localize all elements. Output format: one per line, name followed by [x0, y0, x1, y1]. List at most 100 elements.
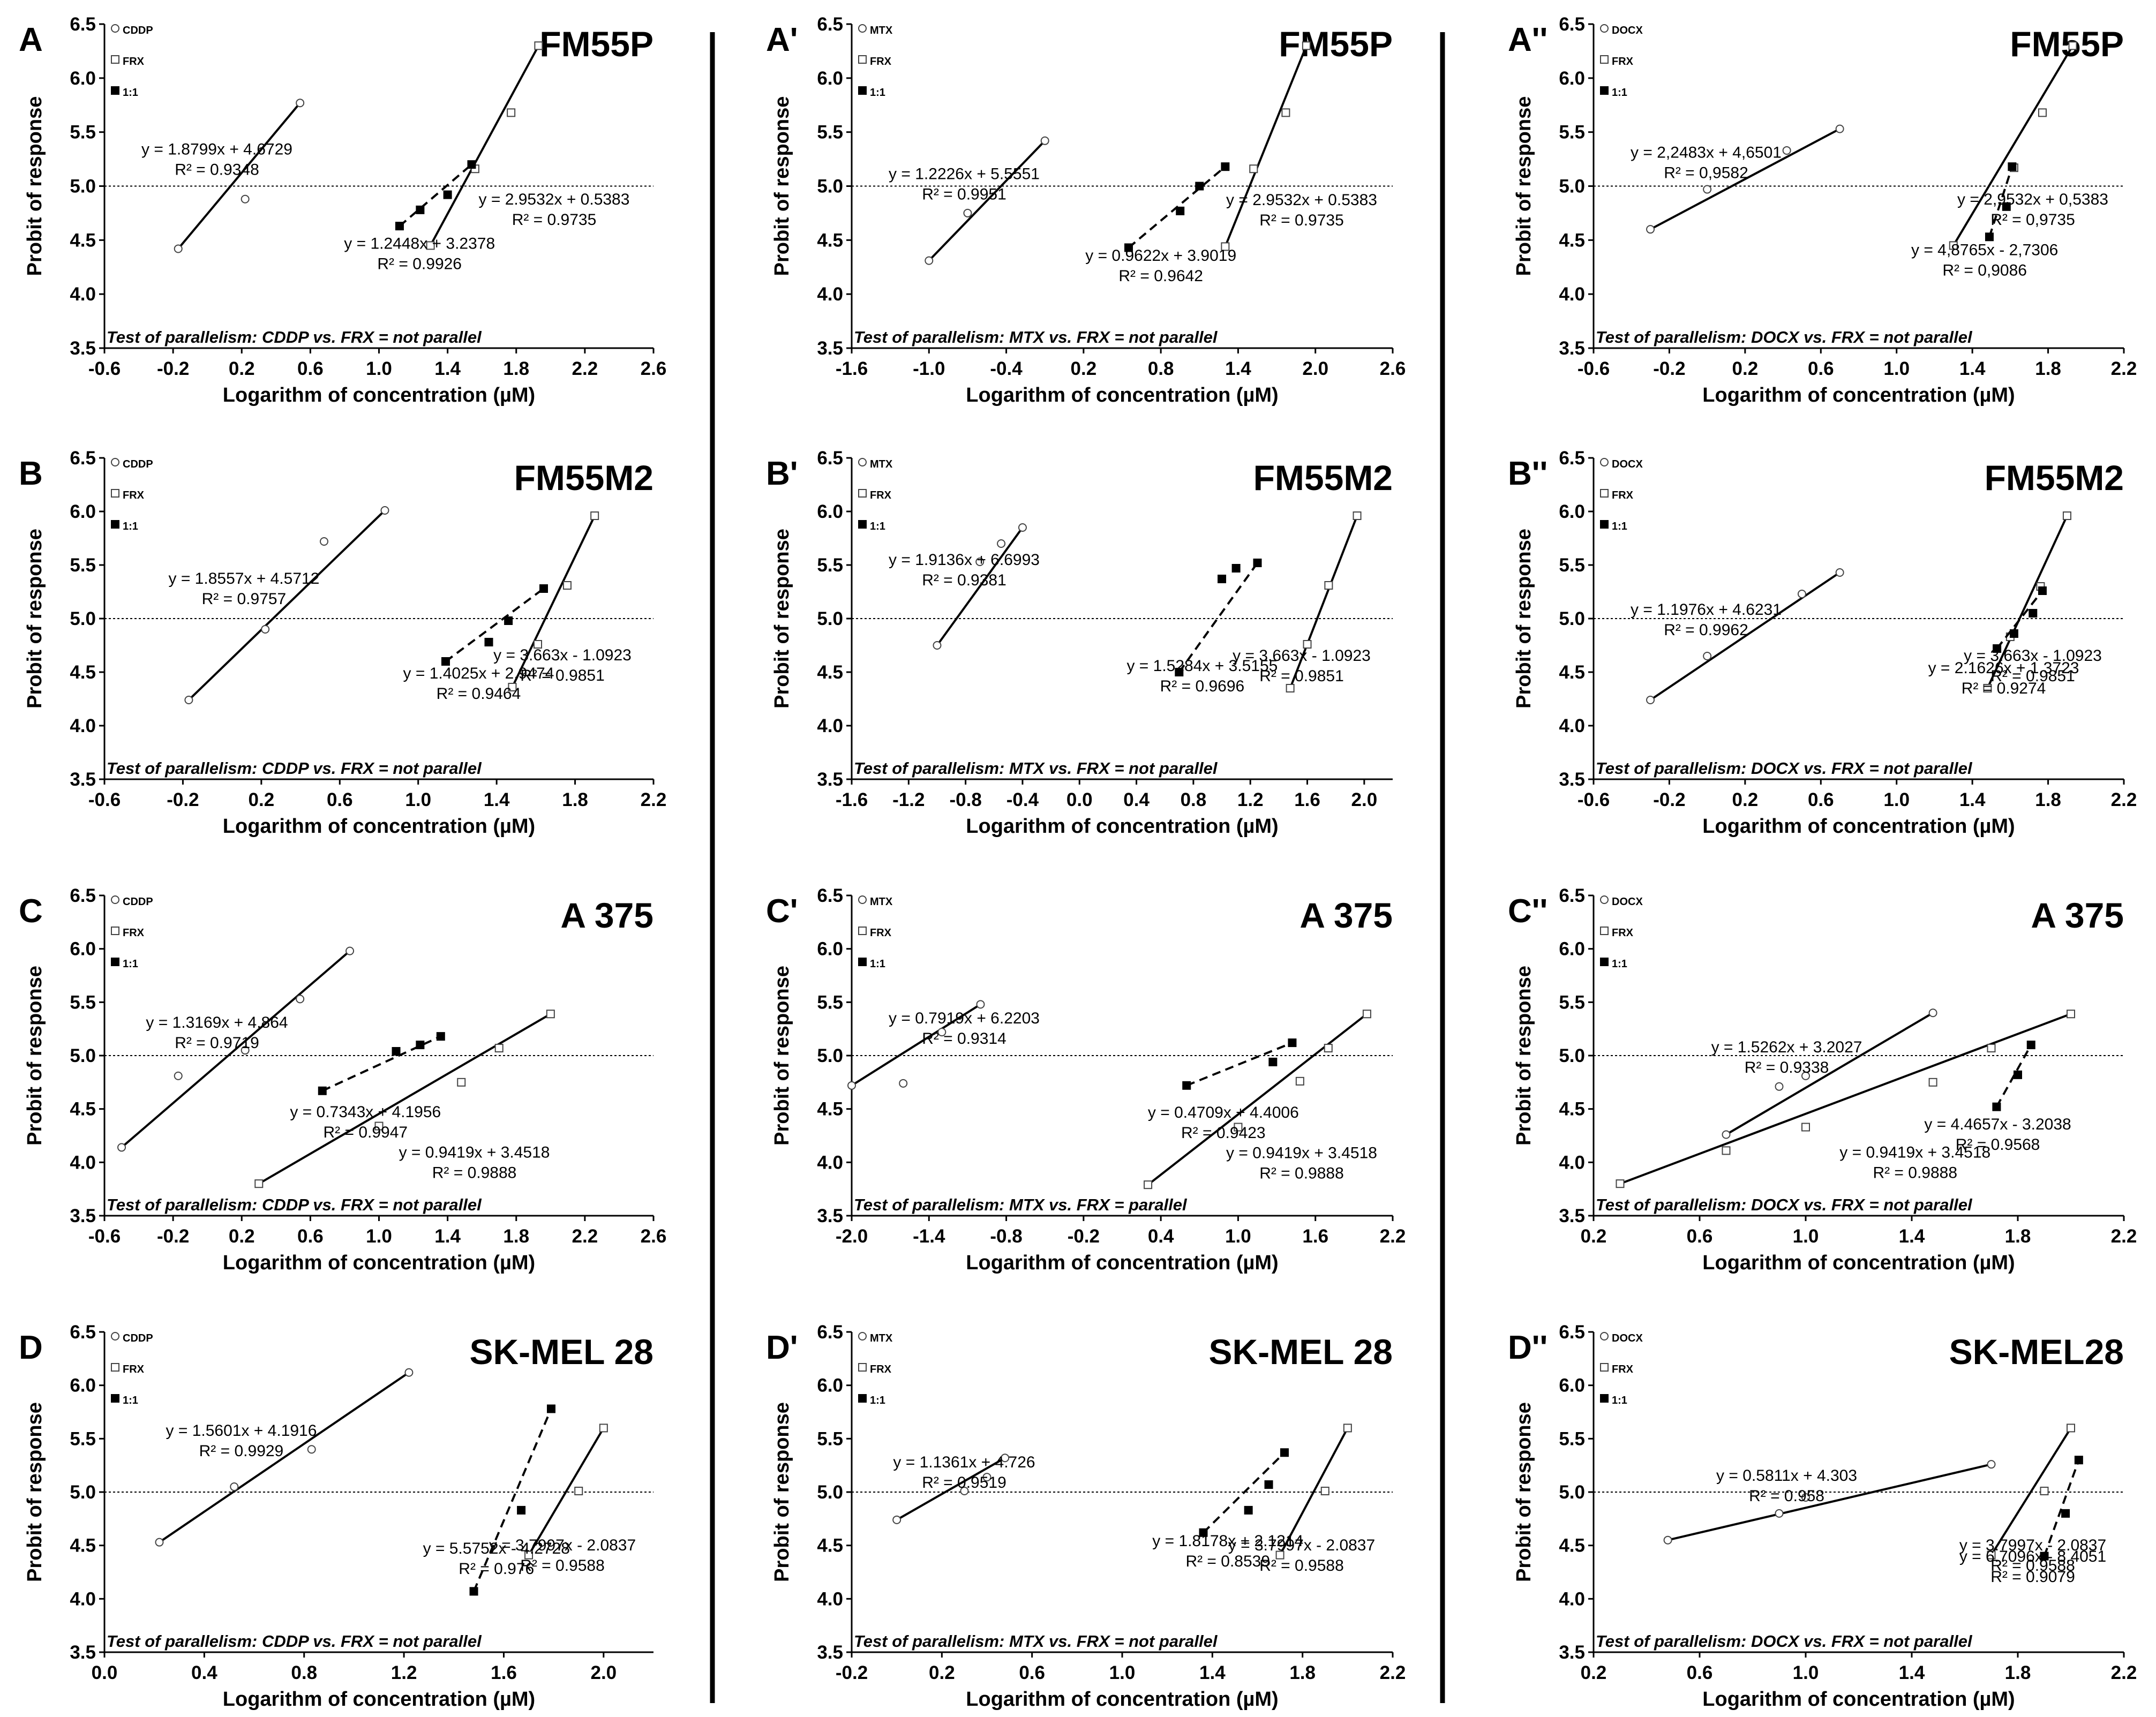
data-point: [574, 1487, 583, 1496]
y-tick-label: 4.0: [1559, 716, 1585, 736]
data-point: [426, 241, 435, 250]
y-tick-label: 4.0: [70, 284, 96, 305]
data-point: [546, 1010, 555, 1019]
x-tick-label: 0.2: [229, 1226, 255, 1247]
y-axis-title: Probit of response: [771, 1402, 793, 1582]
y-tick-label: 6.0: [817, 939, 843, 960]
data-point: [457, 1078, 466, 1087]
data-point: [1303, 640, 1312, 649]
y-tick-label: 6.5: [1559, 885, 1585, 906]
x-tick-label: 2.0: [1351, 789, 1378, 810]
equation-label: y = 0.7343x + 4.1956: [290, 1103, 441, 1121]
x-tick-label: 2.2: [2111, 358, 2137, 379]
data-point: [1343, 1424, 1352, 1433]
y-tick-label: 5.0: [70, 608, 96, 629]
legend-label: FRX: [870, 56, 892, 67]
r-squared-label: R² = 0.9757: [202, 590, 287, 608]
y-tick-label: 4.0: [817, 1152, 843, 1173]
equation-label: y = 0.4709x + 4.4006: [1148, 1104, 1299, 1121]
data-point: [1234, 1123, 1243, 1132]
r-squared-label: R² = 0.9851: [1259, 667, 1344, 685]
y-tick-label: 4.5: [1559, 662, 1585, 683]
data-point: [997, 539, 1006, 548]
data-point: [1703, 185, 1712, 194]
data-point: [892, 1515, 902, 1524]
r-squared-label: R² = 0.8539: [1185, 1553, 1270, 1570]
panel-label: D': [766, 1329, 798, 1366]
panel-title: FM55M2: [1253, 458, 1393, 498]
data-point: [155, 1538, 164, 1547]
y-tick-label: 6.0: [1559, 1375, 1585, 1396]
data-point: [1281, 108, 1290, 117]
legend-label: 1:1: [1612, 958, 1627, 970]
data-point: [1362, 1010, 1371, 1019]
data-point: [345, 946, 355, 955]
regression-line: [1988, 166, 2014, 237]
equation-label: y = 2.9532x + 0.5383: [1226, 191, 1377, 209]
regression-line: [1986, 515, 2068, 689]
legend-marker-filled: [858, 1394, 867, 1403]
x-tick-label: 1.0: [1109, 1662, 1136, 1683]
x-tick-label: 0.2: [249, 789, 275, 810]
x-tick-label: 1.0: [1793, 1226, 1819, 1247]
y-tick-label: 6.5: [817, 448, 843, 469]
data-point: [1221, 242, 1230, 251]
regression-line: [321, 1035, 441, 1092]
y-tick-label: 4.0: [817, 1588, 843, 1609]
y-tick-label: 6.0: [817, 1375, 843, 1396]
legend-label: DOCX: [1612, 458, 1643, 470]
legend-label: FRX: [123, 927, 145, 939]
y-tick-label: 5.0: [70, 1045, 96, 1066]
legend-marker-circle: [111, 458, 119, 466]
regression-line: [851, 1003, 981, 1087]
y-tick-label: 5.5: [817, 555, 843, 576]
data-point: [2061, 1509, 2070, 1518]
legend-marker-square: [111, 489, 119, 498]
y-tick-label: 4.5: [1559, 1099, 1585, 1120]
equation-label: y = 3.7997x - 2.0837: [489, 1537, 636, 1554]
legend-label: 1:1: [870, 1395, 885, 1406]
data-point: [1992, 1102, 2001, 1111]
y-tick-label: 6.0: [817, 501, 843, 522]
data-point: [1302, 41, 1311, 50]
panel-label: B'': [1508, 455, 1547, 492]
legend-label: FRX: [123, 490, 145, 501]
x-tick-label: 0.8: [1181, 789, 1207, 810]
legend-marker-circle: [111, 24, 119, 33]
x-tick-label: -0.4: [990, 358, 1023, 379]
y-tick-label: 5.5: [1559, 122, 1585, 143]
data-point: [2029, 609, 2038, 617]
data-point: [2009, 629, 2018, 638]
y-tick-label: 5.0: [817, 608, 843, 629]
legend-marker-square: [858, 1363, 867, 1372]
data-point: [937, 1028, 946, 1037]
equation-label: y = 1.1361x + 4.726: [893, 1454, 1035, 1471]
data-point: [117, 1143, 126, 1152]
r-squared-label: R² = 0.9696: [1160, 677, 1245, 695]
r-squared-label: R² = 0.9962: [1664, 621, 1748, 639]
y-tick-label: 5.0: [1559, 1482, 1585, 1503]
legend-label: 1:1: [870, 958, 885, 970]
equation-label: y = 1.3169x + 4.864: [146, 1014, 288, 1031]
x-axis-title: Logarithm of concentration (µM): [223, 1688, 535, 1711]
chart-panel: 3.5 4.0 4.5 5.0 5.5 6.0 6.5 -0.6 -0.2 0.2 0.6 1.0 1.…: [1508, 14, 2137, 406]
r-squared-label: R² = 0.9588: [1259, 1557, 1344, 1575]
y-tick-label: 6.0: [1559, 68, 1585, 89]
x-tick-label: 0.2: [1732, 789, 1759, 810]
x-tick-label: 1.4: [484, 789, 510, 810]
regression-line: [1289, 515, 1358, 689]
legend-label: FRX: [1612, 56, 1634, 67]
y-tick-label: 6.5: [817, 1322, 843, 1343]
legend-label: FRX: [870, 1364, 892, 1375]
legend-label: DOCX: [1612, 1332, 1643, 1344]
data-point: [1646, 696, 1655, 704]
data-point: [1985, 232, 1994, 242]
legend-marker-filled: [1600, 520, 1609, 529]
equation-label: y = 2.1626x + 1.3723: [1928, 659, 2079, 677]
x-tick-label: 1.4: [1899, 1226, 1925, 1247]
x-axis-title: Logarithm of concentration (µM): [966, 1688, 1278, 1711]
y-tick-label: 5.5: [1559, 555, 1585, 576]
data-point: [261, 625, 270, 634]
x-tick-label: 0.2: [1732, 358, 1759, 379]
y-tick-label: 4.5: [70, 230, 96, 251]
